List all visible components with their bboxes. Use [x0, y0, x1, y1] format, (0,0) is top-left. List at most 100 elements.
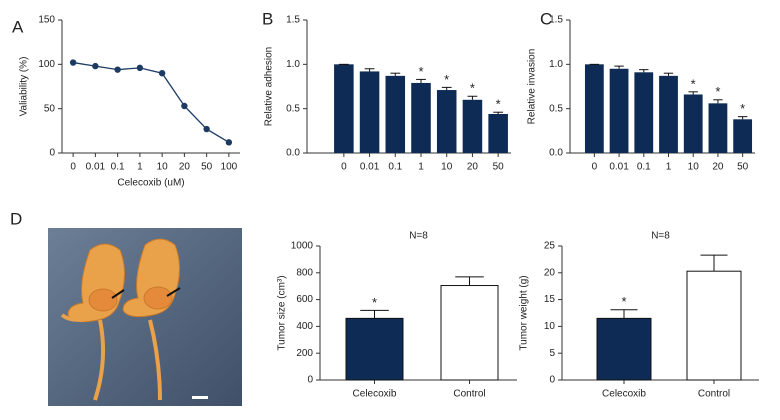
bar — [462, 99, 483, 153]
y-tick-label: 400 — [296, 321, 313, 332]
panel-letter: C — [540, 9, 552, 28]
y-tick-label: 1.0 — [549, 59, 563, 70]
y-tick-label: 800 — [296, 267, 313, 278]
bar — [609, 68, 629, 153]
y-tick-label: 10 — [544, 321, 556, 332]
x-tick-label: 0.1 — [388, 162, 402, 173]
x-tick-label: 0.1 — [111, 162, 125, 173]
y-axis-label: Valiability (%) — [19, 57, 30, 117]
x-tick-label: 50 — [737, 162, 749, 173]
bar — [411, 82, 431, 153]
y-tick-label: 15 — [544, 294, 556, 305]
x-tick-label: 50 — [201, 162, 213, 173]
x-tick-label: 0 — [341, 162, 347, 173]
x-tick-label: 20 — [467, 162, 479, 173]
point — [114, 66, 121, 73]
panel-letter: D — [10, 209, 22, 228]
point — [181, 102, 188, 110]
y-tick-label: 1.5 — [286, 15, 300, 26]
bar — [385, 75, 406, 153]
x-tick-label: 10 — [441, 162, 453, 173]
panel-letter: A — [12, 17, 24, 36]
point — [203, 125, 210, 133]
significance-marker: * — [715, 84, 720, 99]
bar — [596, 317, 652, 381]
point — [92, 62, 99, 70]
bar — [334, 64, 354, 153]
significance-marker: * — [418, 64, 423, 79]
x-tick-label: 0.01 — [360, 162, 380, 173]
y-tick-label: 0 — [307, 375, 313, 386]
bar — [683, 94, 703, 153]
significance-marker: * — [740, 101, 745, 116]
y-tick-label: 1.5 — [549, 15, 563, 26]
y-tick-label: 150 — [38, 15, 55, 26]
y-tick-label: 20 — [544, 267, 556, 278]
x-tick-label: 0.01 — [609, 162, 629, 173]
bar — [733, 119, 753, 153]
x-tick-label: 0.1 — [637, 162, 651, 173]
significance-marker: * — [621, 294, 626, 309]
y-tick-label: 1.0 — [286, 59, 300, 70]
y-axis-label: Relative invasion — [527, 49, 538, 125]
x-tick-label: 0 — [592, 162, 598, 173]
x-tick-label: Celecoxib — [353, 389, 397, 400]
x-tick-label: Control — [698, 389, 730, 400]
y-tick-label: 25 — [544, 241, 556, 252]
x-tick-label: 50 — [493, 162, 505, 173]
y-tick-label: 0 — [549, 375, 555, 386]
line — [73, 61, 230, 143]
x-tick-label: 20 — [179, 162, 191, 173]
y-tick-label: 600 — [296, 294, 313, 305]
x-tick-label: Control — [453, 389, 485, 400]
y-tick-label: 100 — [38, 59, 55, 70]
point — [158, 70, 166, 77]
bar — [659, 75, 678, 153]
y-tick-label: 50 — [44, 103, 56, 114]
y-tick-label: 0.0 — [286, 148, 300, 159]
bar — [634, 72, 654, 153]
x-axis-label: Celecoxib (uM) — [117, 178, 184, 189]
y-tick-label: 0.5 — [549, 103, 563, 114]
y-tick-label: 200 — [296, 348, 313, 359]
bar — [359, 71, 380, 153]
x-tick-label: 10 — [688, 162, 700, 173]
x-tick-label: 0.01 — [86, 162, 106, 173]
bar — [686, 270, 742, 381]
significance-marker: * — [691, 76, 696, 91]
point — [136, 64, 144, 72]
x-tick-label: 10 — [157, 162, 169, 173]
bar — [345, 317, 404, 381]
y-tick-label: 5 — [549, 348, 555, 359]
bar — [708, 103, 728, 153]
chart-title: N=8 — [651, 231, 670, 242]
y-axis-label: Tumor weight (g) — [519, 275, 530, 350]
x-tick-label: 1 — [137, 162, 143, 173]
y-tick-label: 0 — [49, 148, 55, 159]
bar — [584, 64, 604, 153]
point — [225, 139, 233, 146]
significance-marker: * — [372, 295, 377, 310]
significance-marker: * — [470, 81, 475, 96]
y-tick-label: 1000 — [291, 241, 314, 252]
y-axis-label: Tumor size (cm³) — [277, 275, 288, 350]
x-tick-label: 20 — [712, 162, 724, 173]
x-tick-label: Celecoxib — [602, 389, 646, 400]
bar — [440, 285, 499, 381]
bar — [436, 90, 457, 153]
panel-letter: B — [262, 9, 273, 28]
x-tick-label: 100 — [221, 162, 238, 173]
y-axis-label: Relative adhesion — [264, 47, 275, 127]
significance-marker: * — [496, 97, 501, 112]
bar — [488, 113, 508, 153]
x-tick-label: 1 — [666, 162, 672, 173]
x-tick-label: 0 — [70, 162, 76, 173]
y-tick-label: 0.0 — [549, 148, 563, 159]
mouse-photo — [48, 228, 242, 406]
chart-title: N=8 — [409, 231, 428, 242]
point — [69, 59, 77, 66]
significance-marker: * — [444, 72, 449, 87]
x-tick-label: 1 — [418, 162, 424, 173]
y-tick-label: 0.5 — [286, 103, 300, 114]
